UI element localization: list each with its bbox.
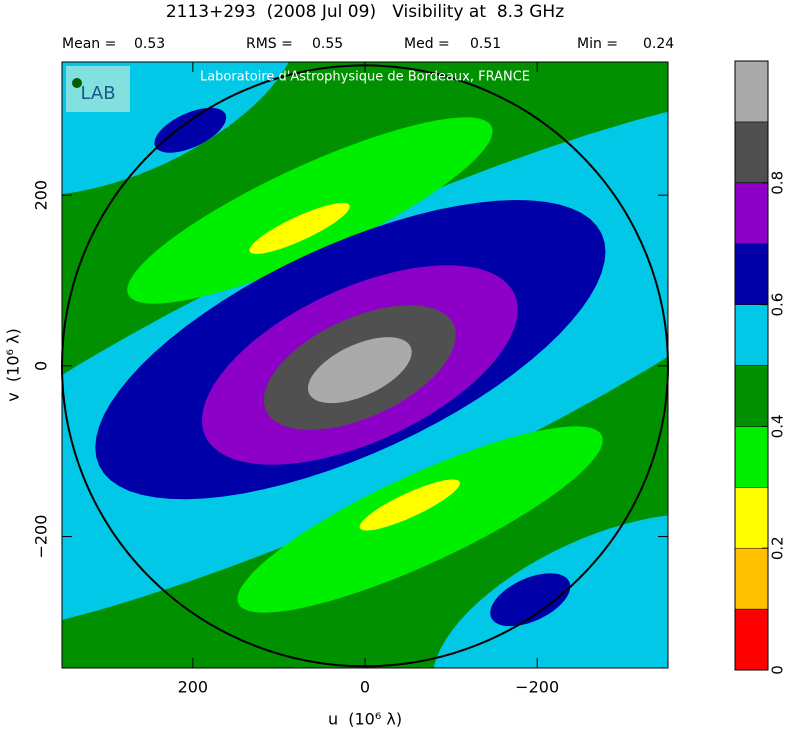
- x-axis-label: u (10⁶ λ): [328, 710, 402, 729]
- chart-title: 2113+293 (2008 Jul 09) Visibility at 8.3…: [166, 2, 564, 22]
- y-tick-label: 200: [32, 180, 51, 211]
- y-tick-label: 0: [32, 361, 51, 371]
- contour-region: [490, 573, 571, 627]
- colorbar-segment: [734, 182, 769, 244]
- contour-region: [249, 202, 350, 254]
- logo: LAB: [80, 83, 115, 104]
- colorbar-segment: [734, 304, 769, 366]
- overlay: 200 0 −200 −200 0 200 0 0.2 0.4 0.6 0.8: [32, 60, 786, 697]
- colorbar-tick-label: 0.4: [769, 414, 786, 438]
- colorbar-segment: [734, 60, 769, 123]
- colorbar-segment: [734, 608, 769, 671]
- colorbar-tick-label: 0: [769, 665, 786, 675]
- contour-region: [154, 107, 227, 153]
- contour-region: [237, 426, 603, 613]
- colorbar-tick-label: 0.2: [769, 536, 786, 560]
- stat-value: 0.55: [312, 36, 343, 52]
- x-tick-label: −200: [515, 678, 559, 697]
- colorbar-tick-label: 0.8: [769, 171, 786, 195]
- contour-region: [308, 337, 412, 404]
- colorbar-frame: [734, 60, 769, 671]
- stat-label: Med =: [404, 36, 450, 52]
- stat-value: 0.53: [134, 36, 165, 52]
- y-tick-label: −200: [32, 515, 51, 559]
- x-tick-label: 200: [178, 678, 209, 697]
- stat-label: Mean =: [62, 36, 116, 52]
- stat-value: 0.24: [643, 36, 674, 52]
- contour-region: [127, 117, 493, 304]
- colorbar-segment: [734, 121, 769, 184]
- stats: Mean = 0.53 RMS = 0.55 Med = 0.51 Min = 0.24: [62, 36, 674, 52]
- logo-dot: [72, 78, 82, 88]
- y-axis-label: v (10⁶ λ): [4, 328, 23, 401]
- stat-value: 0.51: [470, 36, 501, 52]
- colorbar-segment: [734, 547, 769, 610]
- colorbar-tick-label: 0.6: [769, 293, 786, 317]
- logo-box: [66, 66, 130, 112]
- colorbar-segment: [734, 426, 769, 488]
- contour-region: [359, 479, 460, 531]
- colorbar-segment: [734, 365, 769, 427]
- watermark: Laboratoire d'Astrophysique de Bordeaux,…: [200, 70, 530, 85]
- stat-label: RMS =: [246, 36, 293, 52]
- colorbar-segment: [734, 243, 769, 305]
- stat-label: Min =: [577, 36, 618, 52]
- colorbar-segment: [734, 487, 769, 549]
- x-tick-label: 0: [360, 678, 370, 697]
